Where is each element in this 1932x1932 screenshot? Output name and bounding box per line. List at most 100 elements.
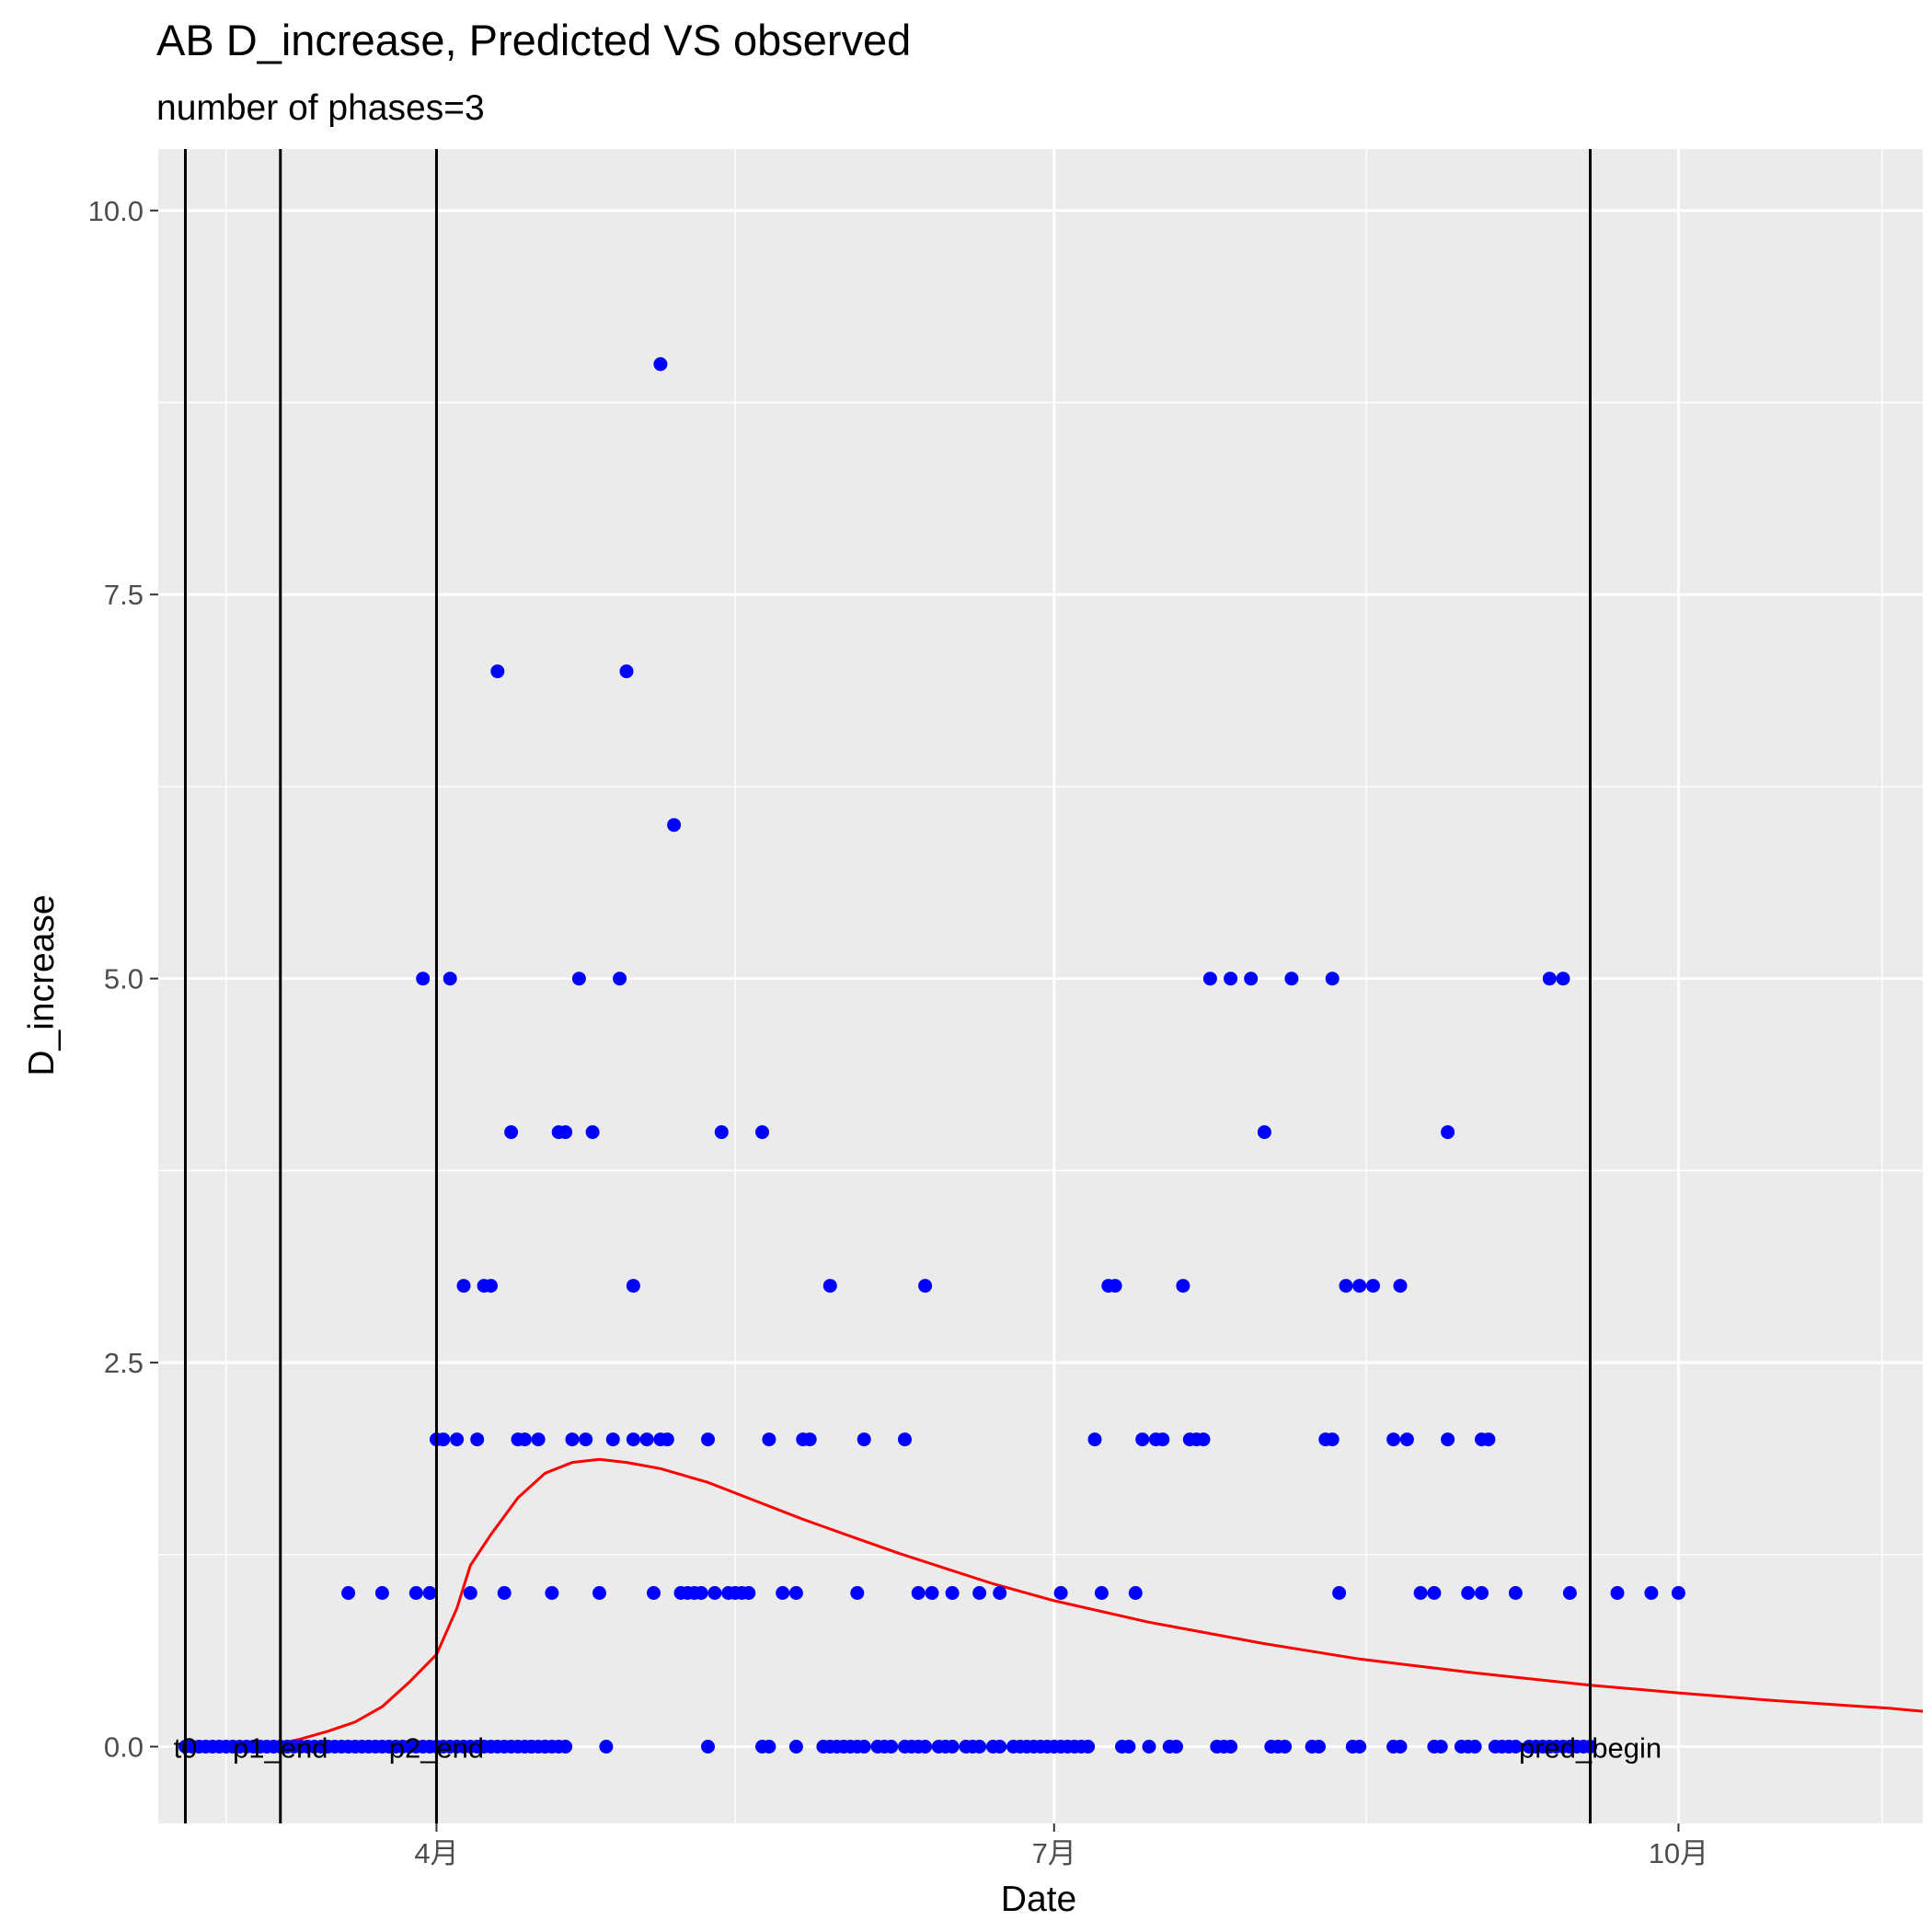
observed-point: [918, 1740, 933, 1754]
observed-point: [1278, 1740, 1293, 1754]
observed-point: [1244, 972, 1259, 986]
observed-point: [538, 1740, 552, 1754]
phase-line-label: pred_begin: [1519, 1732, 1662, 1765]
observed-point: [1312, 1740, 1326, 1754]
observed-point: [1094, 1586, 1109, 1600]
observed-point: [1386, 1432, 1401, 1447]
observed-point: [1176, 1279, 1190, 1294]
observed-point: [545, 1586, 559, 1600]
observed-point: [972, 1740, 987, 1754]
fitted-curve-layer: [185, 1457, 1924, 1748]
phase-line-label: t0: [174, 1732, 198, 1765]
observed-point: [1169, 1740, 1183, 1754]
observed-point: [626, 1432, 640, 1447]
observed-point: [788, 1586, 803, 1600]
axes: 0.0 2.5 5.0 7.5 10.0 4月 7月 10月: [88, 195, 1709, 1869]
x-axis-title: Date: [1001, 1880, 1076, 1919]
observed-point: [788, 1740, 803, 1754]
observed-point: [605, 1432, 620, 1447]
observed-point: [1413, 1586, 1428, 1600]
observed-point: [857, 1432, 871, 1447]
observed-point: [1339, 1279, 1353, 1294]
observed-point: [1366, 1279, 1380, 1294]
x-tick-label: 10月: [1649, 1837, 1708, 1869]
observed-point: [1142, 1740, 1156, 1754]
observed-point: [1508, 1740, 1523, 1754]
observed-point: [504, 1125, 519, 1140]
observed-point: [1224, 972, 1238, 986]
observed-point: [422, 1586, 437, 1600]
y-tick-label: 10.0: [88, 195, 144, 227]
observed-point: [1441, 1125, 1455, 1140]
observed-point: [776, 1586, 790, 1600]
observed-point: [1610, 1586, 1625, 1600]
observed-point: [565, 1432, 580, 1447]
y-axis-title: D_increase: [22, 894, 62, 1075]
observed-point: [1352, 1740, 1367, 1754]
observed-point: [653, 357, 668, 372]
observed-point: [531, 1432, 546, 1447]
observed-point: [1481, 1432, 1496, 1447]
observed-point: [436, 1432, 451, 1447]
observed-point: [1284, 972, 1299, 986]
observed-point: [585, 1125, 600, 1140]
y-tick-label: 2.5: [104, 1347, 144, 1379]
observed-point: [463, 1586, 477, 1600]
observed-point: [1121, 1740, 1136, 1754]
observed-point: [1053, 1586, 1068, 1600]
plot-panel: [158, 149, 1923, 1823]
observed-point: [450, 1432, 465, 1447]
observed-point: [802, 1432, 817, 1447]
observed-point: [1332, 1586, 1347, 1600]
observed-point: [714, 1125, 729, 1140]
observed-point: [822, 1279, 837, 1294]
observed-point: [925, 1586, 939, 1600]
observed-point: [898, 1432, 912, 1447]
observed-point: [626, 1279, 640, 1294]
observed-point: [1325, 972, 1340, 986]
observed-point: [945, 1586, 960, 1600]
observed-point: [490, 664, 505, 679]
observed-point: [993, 1740, 1007, 1754]
observed-point: [1257, 1125, 1271, 1140]
observed-point: [660, 1432, 674, 1447]
observed-point: [647, 1586, 661, 1600]
observed-point: [1156, 1432, 1170, 1447]
observed-point: [1087, 1432, 1102, 1447]
observed-point: [1461, 1586, 1476, 1600]
observed-point: [1108, 1279, 1122, 1294]
observed-point: [884, 1740, 899, 1754]
observed-point: [755, 1125, 769, 1140]
observed-point: [1325, 1432, 1340, 1447]
observed-point: [694, 1586, 708, 1600]
observed-point: [619, 664, 634, 679]
observed-point: [497, 1586, 512, 1600]
observed-point: [558, 1740, 573, 1754]
observed-point: [667, 818, 682, 833]
observed-point: [707, 1586, 722, 1600]
observed-point: [558, 1125, 573, 1140]
observed-point: [456, 1279, 471, 1294]
observed-point: [1196, 1432, 1211, 1447]
observed-point: [1224, 1740, 1238, 1754]
observed-point: [592, 1586, 606, 1600]
observed-point: [762, 1740, 776, 1754]
phase-line-label: p2_end: [389, 1732, 484, 1765]
observed-point: [524, 1740, 539, 1754]
observed-point: [1542, 972, 1557, 986]
chart-title: AB D_increase, Predicted VS observed: [156, 16, 911, 64]
observed-point: [918, 1279, 933, 1294]
observed-point: [1556, 972, 1570, 986]
x-tick-label: 7月: [1032, 1837, 1076, 1869]
phase-line-label: p1_end: [233, 1732, 328, 1765]
y-tick-label: 7.5: [104, 579, 144, 611]
observed-point: [1441, 1432, 1455, 1447]
observed-point: [484, 1279, 498, 1294]
observed-point: [1135, 1432, 1150, 1447]
observed-point: [972, 1586, 987, 1600]
observed-point: [1671, 1586, 1685, 1600]
observed-points-layer: [178, 357, 1685, 1754]
observed-point: [443, 972, 457, 986]
observed-point: [470, 1432, 485, 1447]
